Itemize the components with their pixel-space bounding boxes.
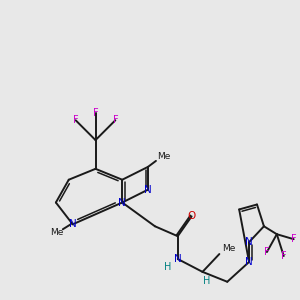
Text: Me: Me <box>50 228 64 237</box>
Text: O: O <box>188 212 196 221</box>
Text: N: N <box>144 184 152 195</box>
Text: F: F <box>73 115 79 125</box>
Text: N: N <box>245 257 253 267</box>
Text: Me: Me <box>223 244 236 253</box>
Text: Me: Me <box>157 152 171 161</box>
Text: H: H <box>203 276 210 286</box>
Text: F: F <box>93 108 98 118</box>
Text: N: N <box>245 237 253 247</box>
Text: F: F <box>264 247 270 257</box>
Text: N: N <box>174 254 182 264</box>
Text: F: F <box>281 251 286 261</box>
Text: F: F <box>112 115 118 125</box>
Text: N: N <box>118 197 126 208</box>
Text: F: F <box>291 234 296 244</box>
Text: H: H <box>164 262 172 272</box>
Text: N: N <box>69 219 76 229</box>
